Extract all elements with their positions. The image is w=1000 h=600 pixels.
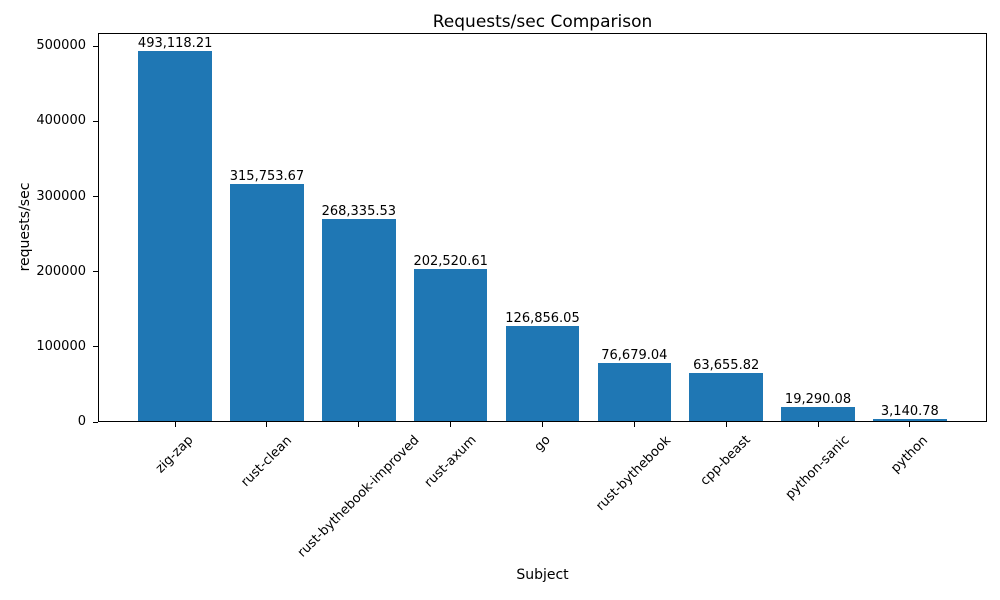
bar (689, 373, 763, 421)
x-tick-label: python (888, 432, 931, 476)
x-tick-label: rust-bythebook-improved (294, 432, 423, 561)
bar-value-label: 3,140.78 (880, 403, 939, 419)
bar-value-label: 493,118.21 (137, 35, 213, 51)
bar-value-label: 126,856.05 (505, 310, 580, 326)
plot-area (98, 33, 987, 422)
y-tick-mark (93, 271, 98, 273)
x-tick-mark (358, 422, 360, 427)
x-tick-mark (450, 422, 452, 427)
x-tick-mark (174, 422, 176, 427)
bar (322, 219, 396, 421)
x-tick-label: rust-bythebook (593, 432, 675, 514)
x-tick-mark (633, 422, 635, 427)
bar (505, 325, 580, 421)
x-tick-mark (266, 422, 268, 427)
x-tick-mark (817, 422, 819, 427)
bar-value-label: 19,290.08 (784, 391, 852, 407)
y-tick-label: 500000 (36, 38, 86, 54)
bar-value-label: 268,335.53 (321, 204, 397, 220)
x-tick-mark (542, 422, 543, 427)
bar (597, 363, 672, 421)
y-tick-label: 100000 (36, 338, 86, 354)
x-tick-label: rust-axum (421, 433, 480, 491)
bar (781, 406, 855, 421)
chart-title: Requests/sec Comparison (432, 12, 653, 32)
bar-value-label: 76,679.04 (601, 348, 668, 364)
y-tick-mark (93, 120, 98, 122)
bar (873, 418, 947, 421)
x-tick-label: zig-zap (153, 432, 197, 477)
y-tick-mark (93, 346, 98, 348)
y-tick-mark (93, 196, 98, 198)
y-tick-mark (93, 45, 98, 47)
x-tick-mark (909, 422, 911, 427)
y-tick-mark (93, 421, 98, 423)
bar-value-label: 315,753.67 (229, 168, 305, 184)
x-tick-label: cpp-beast (697, 432, 754, 490)
y-tick-label: 0 (77, 414, 86, 429)
x-axis-label: Subject (516, 567, 569, 583)
x-tick-label: rust-clean (238, 432, 295, 490)
y-tick-label: 200000 (36, 263, 86, 279)
bar (413, 268, 488, 421)
bar (138, 50, 212, 421)
bar-value-label: 63,655.82 (693, 358, 760, 374)
x-tick-mark (725, 422, 727, 427)
x-tick-label: go (531, 432, 554, 455)
y-tick-label: 300000 (36, 188, 86, 204)
bar (230, 183, 304, 421)
x-tick-label: python-sanic (782, 433, 853, 503)
bar-value-label: 202,520.61 (413, 253, 488, 269)
y-tick-label: 400000 (36, 113, 86, 129)
